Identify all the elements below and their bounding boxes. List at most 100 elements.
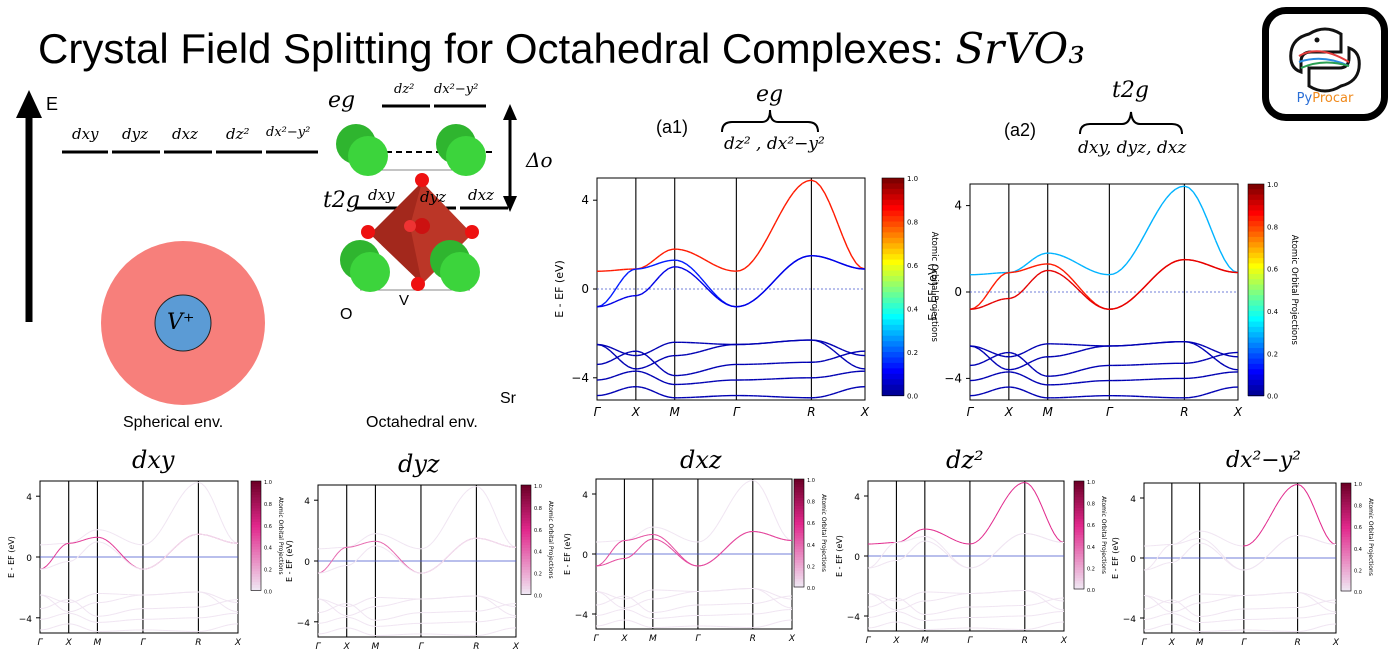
plot-dx2y2-band-segment [1166,610,1170,613]
plot-dxy-band-segment [184,486,189,492]
plot-dyz-band-segment [321,622,325,624]
plot-a1-colorbar-cell [882,248,904,255]
plot-a1-colorbar-cell [882,297,904,304]
plot-dyz-band-segment [324,621,329,624]
plot-dxz-band-segment [762,601,766,603]
plot-dz2-ylabel: E - EF (eV) [835,535,844,577]
plot-a1-band-segment [605,303,611,307]
plot-dxz-band-segment [618,595,623,598]
plot-dx2y2-colorbar-cell [1341,588,1351,592]
plot-a1-band-segment [748,259,754,266]
plot-dyz-band-segment [354,628,358,631]
plot-a2-band-segment [1010,386,1015,389]
plot-dx2y2-band-segment [1156,615,1161,618]
plot-a1-band-segment [837,390,843,393]
plot-a2-colorbar-cell [1248,205,1264,212]
plot-dx2y2-band-segment [1159,549,1164,555]
plot-dz2-band-segment [942,550,947,554]
plot-dyz-band-segment [489,501,494,510]
plot-dxz-band-segment [634,600,639,605]
plot-a1-band-segment [793,186,799,193]
plot-dz2-band-segment [1040,536,1045,539]
plot-dyz-band-segment [396,558,401,563]
plot-dxy-band-segment [43,628,47,631]
plot-dx2y2-band-segment [1230,563,1234,567]
plot-dxy-colorbar-cell [251,538,261,542]
plot-dxy-band-segment [82,605,87,608]
plot-a1-band-segment [820,359,825,363]
plot-dx2y2-band-segment [1271,547,1276,552]
plot-a1-band-segment [609,289,616,298]
plot-a1-band-segment [761,288,768,294]
plot-a2-colorbar-cell [1248,273,1264,280]
plot-dx2y2-band-segment [1172,599,1177,602]
plot-a1-colorbar-cell [882,346,904,353]
plot-dxz-band-segment [765,611,770,614]
plot-dz2-band-segment [942,533,947,537]
plot-dz2-band-segment [903,600,908,604]
plot-dxy-band-segment [191,482,196,486]
plot-a2-band-segment [1161,197,1168,205]
plot-dz2-band-segment [884,603,888,607]
plot-dxy-band-segment [178,494,183,501]
plot-a1-colorbar-cell [882,281,904,288]
plot-a2-band-segment [1023,262,1029,267]
plot-dyz-band-segment [499,629,503,632]
plot-dyz-band-segment [370,606,375,608]
plot-a1-klabel: X [860,405,870,419]
plot-dxy-colorbar-cell [251,516,261,520]
plot-dyz-colorbar-tick: 0.8 [534,506,542,512]
plot-a2-band-segment [1193,342,1199,347]
plot-dyz-band-segment [357,540,362,544]
plot-dyz-band-segment [492,606,497,609]
plot-dyz-band-segment [360,600,365,603]
plot-dz2-band-segment [1053,533,1058,539]
plot-dz2-band-segment [1027,483,1032,487]
plot-a2-band-segment [1202,375,1207,378]
plot-dz2-band-segment [877,624,882,627]
plot-dxy-colorbar-cell [251,500,261,504]
plot-dx2y2-band-segment [1156,553,1161,560]
plot-dxy-band-segment [125,596,130,598]
plot-dz2-band-segment [910,625,914,628]
plot-dxz-band-segment [615,603,620,607]
plot-dyz-colorbar-cell [521,583,531,587]
plot-dz2-band-segment [1054,598,1058,601]
plot-dz2-colorbar-cell [1074,551,1084,555]
plot-dxy-band-segment [43,607,47,609]
plot-dxz-band-segment [602,558,607,564]
plot-dxy-band-segment [231,601,235,603]
plot-dxz-colorbar-cell [794,549,804,553]
plot-dxy-band-segment [59,613,64,616]
plot-dxy-band-segment [181,538,186,542]
plot-a1-plot: 40−4Γ X M Γ R XE - EF (eV)0.00.20.40.60.81.0A… [553,175,939,419]
plot-a2-band-segment [1125,299,1132,304]
plot-dxy-band-segment [56,599,60,602]
plot-a1-band-segment [802,255,808,259]
plot-dxy-band-segment [208,594,212,598]
plot-dx2y2-band-segment [1258,560,1263,564]
plot-a1-band-segment [855,366,861,370]
plot-dz2-band-segment [871,626,875,629]
plot-dxz-ytick-label: 0 [582,551,588,561]
plot-dxz-colorbar-cell [794,546,804,550]
plot-dx2y2-band-segment [1175,623,1180,626]
plot-dx2y2-band-segment [1166,562,1170,564]
plot-dxy-band-segment [82,617,87,620]
logo-text-py: Py [1296,91,1313,106]
plot-a1-band-segment [659,366,665,372]
plot-dxz-band-segment [595,591,600,593]
plot-dxz-band-segment [769,611,773,613]
plot-dxz-band-segment [654,538,659,541]
plot-a2-band-segment [1219,387,1225,391]
plot-dx2y2-band-segment [1313,538,1317,541]
plot-dx2y2-band-segment [1326,600,1330,602]
plot-dxz-band-segment [700,564,704,567]
plot-dx2y2-colorbar-tick: 0.4 [1354,547,1362,553]
plot-dz2-band-segment [913,544,918,548]
plot-a1-band-segment [837,354,843,358]
plot-dx2y2-band-segment [1329,610,1333,613]
plot-a2-colorbar-cell [1248,236,1264,243]
plot-dx2y2-band-segment [1185,549,1190,554]
plot-dxz-band-segment [631,604,636,607]
